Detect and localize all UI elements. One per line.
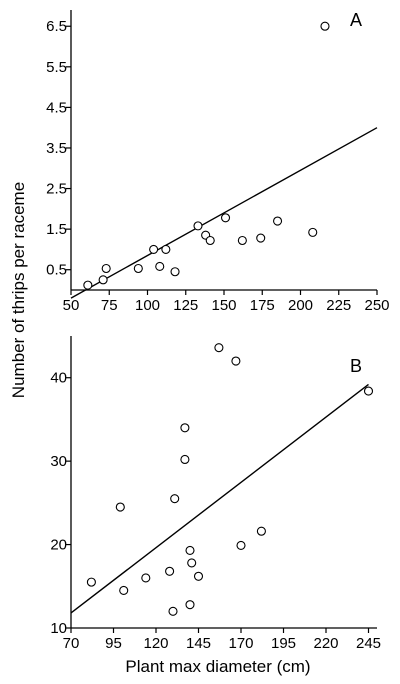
panel-a-data-point — [170, 267, 180, 277]
panel-b-data-point — [168, 606, 178, 616]
panel-a-label: A — [350, 10, 362, 30]
panel-a-data-point — [83, 280, 93, 290]
panel-b-data-point — [86, 577, 96, 587]
panel-b-data-point — [141, 573, 151, 583]
panel-b-data-point — [231, 356, 241, 366]
panel-b-y-tick-label: 40 — [50, 370, 67, 387]
panel-b-data-point — [180, 454, 190, 465]
panel-a-x-tick-label: 225 — [326, 297, 351, 314]
panel-b-x-tick-label: 220 — [313, 635, 338, 652]
panel-a-scatter-plot: 50 75 100 125 150 175 200 225 250 0.5 1.5 2.5 3.5 4.5… — [46, 10, 390, 314]
panel-b-data-point — [187, 558, 197, 568]
panel-a-data-point — [193, 221, 203, 231]
panel-a-y-tick-label: 3.5 — [46, 140, 67, 157]
panel-b-data-point — [236, 540, 246, 550]
panel-b-data-point — [185, 545, 195, 555]
panel-b-y-tick-label: 30 — [50, 453, 67, 470]
panel-b-y-tick-label: 20 — [50, 537, 67, 554]
panel-a-regression-line — [70, 127, 378, 299]
panel-b-data-point — [193, 571, 204, 581]
panel-b-label: B — [350, 356, 362, 376]
panel-a-data-point — [101, 263, 111, 274]
panel-a-y-tick-label: 2.5 — [46, 181, 67, 198]
panel-a-y-tick-label: 5.5 — [46, 59, 67, 76]
panel-b-x-tick-label: 145 — [186, 635, 211, 652]
panel-a-data-point — [237, 235, 247, 246]
panel-b-data-point — [214, 343, 224, 353]
panel-a-x-tick-label: 175 — [250, 297, 275, 314]
panel-a-x-tick-label: 75 — [101, 297, 118, 314]
panel-a-data-point — [256, 233, 266, 243]
panel-b-data-point — [363, 386, 374, 396]
panel-a-data-point — [272, 216, 283, 226]
panel-b-data-point — [115, 502, 125, 512]
panel-a-y-tick-label: 6.5 — [46, 18, 67, 35]
panel-b-x-tick-label: 170 — [228, 635, 253, 652]
y-axis-title: Number of thrips per raceme — [9, 182, 28, 398]
panel-a-y-tick-label: 1.5 — [46, 221, 67, 238]
panel-b-data-point — [185, 600, 195, 610]
panel-a-data-point — [98, 275, 108, 285]
panel-a-data-point — [205, 235, 215, 246]
panel-b-data-point — [256, 526, 266, 536]
panel-b-x-tick-label: 120 — [143, 635, 168, 652]
panel-b-x-tick-label: 70 — [63, 635, 80, 652]
panel-b-x-tick-label: 245 — [356, 635, 381, 652]
panel-b-y-tick-label: 10 — [50, 620, 67, 637]
panel-b-scatter-plot: 70 95 120 145 170 195 220 245 10 20 30 40 B — [50, 336, 381, 652]
panel-b-data-point — [170, 494, 180, 504]
panel-a-y-tick-label: 4.5 — [46, 99, 67, 116]
panel-a-x-tick-label: 50 — [63, 297, 80, 314]
panel-a-data-point — [308, 227, 318, 237]
panel-a-data-point — [149, 244, 159, 254]
panel-b-x-tick-label: 195 — [271, 635, 296, 652]
panel-a-data-point — [320, 21, 330, 31]
x-axis-title: Plant max diameter (cm) — [125, 657, 310, 676]
panel-a-data-point — [133, 263, 143, 274]
panel-a-data-point — [155, 261, 165, 272]
panel-a-x-tick-label: 250 — [364, 297, 389, 314]
panel-a-x-tick-label: 125 — [173, 297, 198, 314]
panel-a-data-point — [161, 244, 171, 254]
panel-b-regression-line — [70, 383, 369, 614]
panel-b-data-point — [119, 585, 129, 596]
panel-b-x-tick-label: 95 — [105, 635, 122, 652]
panel-a-x-tick-label: 150 — [211, 297, 236, 314]
panel-a-x-tick-label: 200 — [288, 297, 313, 314]
panel-a-y-tick-label: 0.5 — [46, 262, 67, 279]
panel-b-data-point — [165, 566, 175, 576]
panel-b-data-point — [180, 423, 190, 433]
panel-a-x-tick-label: 100 — [135, 297, 160, 314]
panel-a-data-point — [220, 213, 231, 223]
